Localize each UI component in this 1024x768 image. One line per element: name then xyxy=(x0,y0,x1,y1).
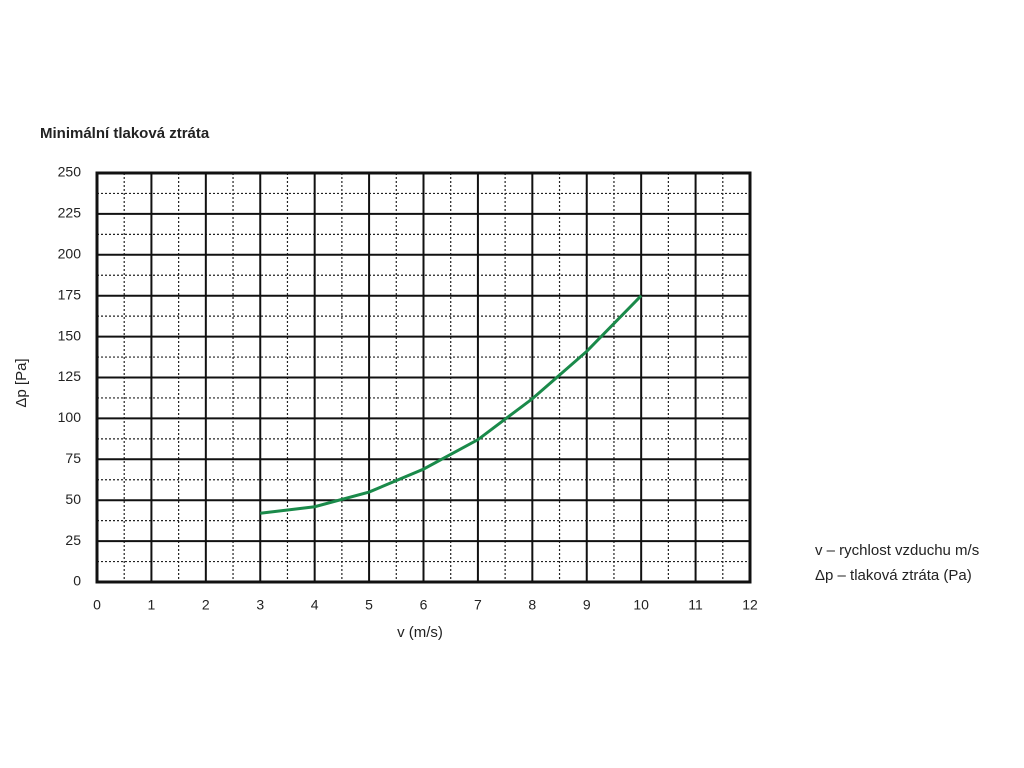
x-tick-label: 8 xyxy=(528,597,536,613)
y-tick-label: 75 xyxy=(65,450,81,466)
x-axis-label: v (m/s) xyxy=(397,624,443,641)
x-tick-label: 11 xyxy=(688,597,703,613)
y-tick-label: 250 xyxy=(58,164,82,180)
y-tick-label: 150 xyxy=(58,327,82,343)
x-tick-label: 2 xyxy=(202,597,210,613)
x-tick-label: 4 xyxy=(311,597,319,613)
x-tick-label: 5 xyxy=(365,597,373,613)
x-tick-label: 10 xyxy=(633,597,649,613)
y-tick-label: 125 xyxy=(58,368,82,384)
chart-title: Minimální tlaková ztráta xyxy=(40,125,210,142)
y-tick-label: 225 xyxy=(58,205,82,221)
plot-border xyxy=(95,171,752,584)
y-axis-label: Δp [Pa] xyxy=(13,358,30,407)
y-tick-label: 200 xyxy=(58,246,82,262)
x-tick-label: 9 xyxy=(583,597,591,613)
x-tick-label: 7 xyxy=(474,597,482,613)
x-tick-label: 1 xyxy=(148,597,156,613)
annotation: v – rychlost vzduchu m/s xyxy=(815,542,979,559)
x-tick-label: 12 xyxy=(742,597,758,613)
y-tick-label: 100 xyxy=(58,409,82,425)
x-tick-label: 6 xyxy=(420,597,428,613)
x-tick-label: 0 xyxy=(93,597,101,613)
x-tick-label: 3 xyxy=(256,597,264,613)
y-tick-label: 0 xyxy=(73,573,81,589)
data-line xyxy=(260,294,643,515)
y-tick-label: 50 xyxy=(65,491,81,507)
annotation: Δp – tlaková ztráta (Pa) xyxy=(815,567,972,584)
y-tick-label: 25 xyxy=(65,532,81,548)
y-tick-label: 175 xyxy=(58,286,82,302)
